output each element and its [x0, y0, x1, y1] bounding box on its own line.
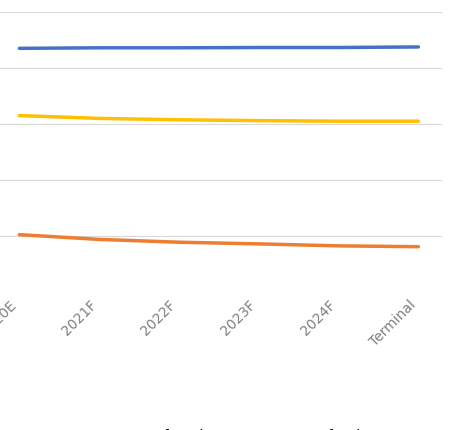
Legend: Cost of Equity, Cost of Debt: Cost of Equity, Cost of Debt [61, 423, 375, 430]
